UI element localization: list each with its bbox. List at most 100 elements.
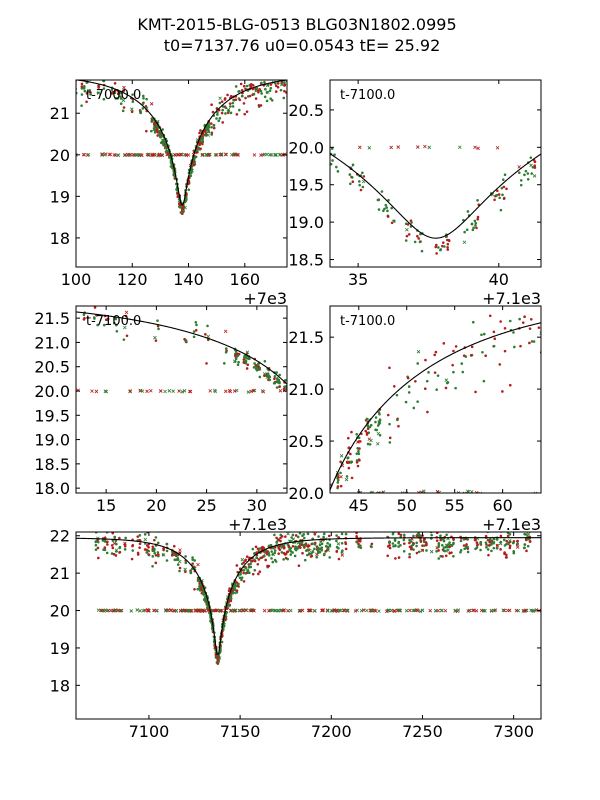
data-point: [449, 525, 452, 528]
data-point: [212, 126, 216, 130]
data-point: [154, 536, 158, 539]
data-point: [115, 330, 119, 333]
data-point: [310, 552, 313, 555]
data-point: [339, 484, 343, 488]
y-tick-label: 19: [50, 639, 70, 658]
data-point: [469, 354, 473, 357]
data-point: [358, 459, 361, 462]
data-point: [177, 389, 181, 393]
data-point: [274, 82, 277, 85]
data-point: [409, 219, 413, 222]
data-point: [475, 226, 478, 230]
data-point: [445, 533, 448, 537]
data-point: [176, 556, 180, 560]
data-point: [249, 85, 253, 88]
data-point: [119, 608, 123, 613]
data-point: [152, 608, 156, 613]
data-point: [253, 568, 257, 572]
data-point: [88, 88, 92, 92]
data-point: [328, 543, 332, 547]
data-point: [229, 594, 233, 597]
data-point: [279, 608, 283, 613]
data-point: [378, 412, 381, 416]
data-point: [433, 353, 436, 357]
data-point: [533, 608, 537, 613]
data-point: [94, 539, 98, 543]
data-point: [131, 93, 134, 96]
data-point: [307, 544, 311, 548]
y-tick-label: 21.5: [34, 309, 70, 328]
data-point: [110, 552, 114, 555]
data-point: [198, 141, 201, 144]
data-point: [227, 388, 232, 393]
data-point: [293, 554, 297, 558]
data-point: [452, 541, 455, 545]
data-point: [320, 517, 323, 520]
data-point: [237, 360, 240, 364]
data-point: [259, 104, 263, 107]
data-point: [154, 339, 158, 342]
data-point: [488, 314, 492, 318]
panel-frame: [329, 79, 542, 268]
data-point: [345, 475, 349, 478]
data-point: [198, 143, 201, 147]
data-point: [96, 323, 99, 327]
data-point: [145, 97, 148, 101]
x-tick-label: 100: [61, 270, 92, 289]
data-point: [172, 544, 176, 548]
data-point: [255, 556, 259, 559]
panel-frame: [75, 79, 288, 268]
data-point: [404, 400, 408, 404]
data-point: [104, 389, 109, 394]
data-point: [476, 199, 479, 202]
data-point: [417, 550, 421, 554]
data-point: [265, 99, 269, 103]
data-point: [293, 403, 296, 406]
data-point: [122, 85, 126, 90]
data-point: [156, 319, 159, 322]
data-point: [157, 327, 160, 331]
data-point: [194, 328, 198, 332]
data-point: [161, 553, 166, 557]
data-point: [273, 549, 277, 552]
data-point: [492, 541, 495, 545]
data-point: [412, 406, 416, 410]
data-point: [243, 355, 246, 359]
data-point: [273, 533, 276, 537]
data-point: [291, 537, 296, 541]
data-point: [388, 436, 392, 440]
data-point: [339, 471, 342, 475]
data-point: [274, 75, 277, 78]
data-point: [277, 378, 281, 382]
data-point: [279, 536, 282, 540]
data-point: [326, 545, 330, 549]
data-point: [129, 609, 134, 613]
data-point: [122, 106, 126, 109]
data-point: [313, 547, 316, 551]
data-point: [322, 512, 325, 515]
data-point: [357, 145, 362, 150]
data-point: [145, 608, 150, 612]
data-point: [526, 544, 530, 548]
x-tick-label: 7250: [402, 722, 443, 741]
data-point: [420, 249, 424, 253]
data-point: [470, 222, 474, 226]
data-point: [366, 424, 370, 428]
data-point: [374, 420, 377, 424]
data-point: [318, 543, 322, 547]
data-point: [178, 569, 181, 573]
data-point: [242, 360, 246, 364]
data-point: [147, 549, 151, 553]
data-point: [505, 608, 510, 613]
data-point: [350, 430, 353, 434]
data-point: [439, 534, 442, 537]
panel-p5-plot-area: [76, 525, 541, 665]
data-point: [83, 89, 87, 93]
data-point: [296, 535, 300, 539]
data-point: [72, 81, 75, 84]
data-point: [355, 532, 358, 535]
data-point: [254, 97, 258, 100]
data-point: [286, 532, 290, 536]
data-point: [274, 153, 279, 157]
data-point: [205, 362, 208, 365]
